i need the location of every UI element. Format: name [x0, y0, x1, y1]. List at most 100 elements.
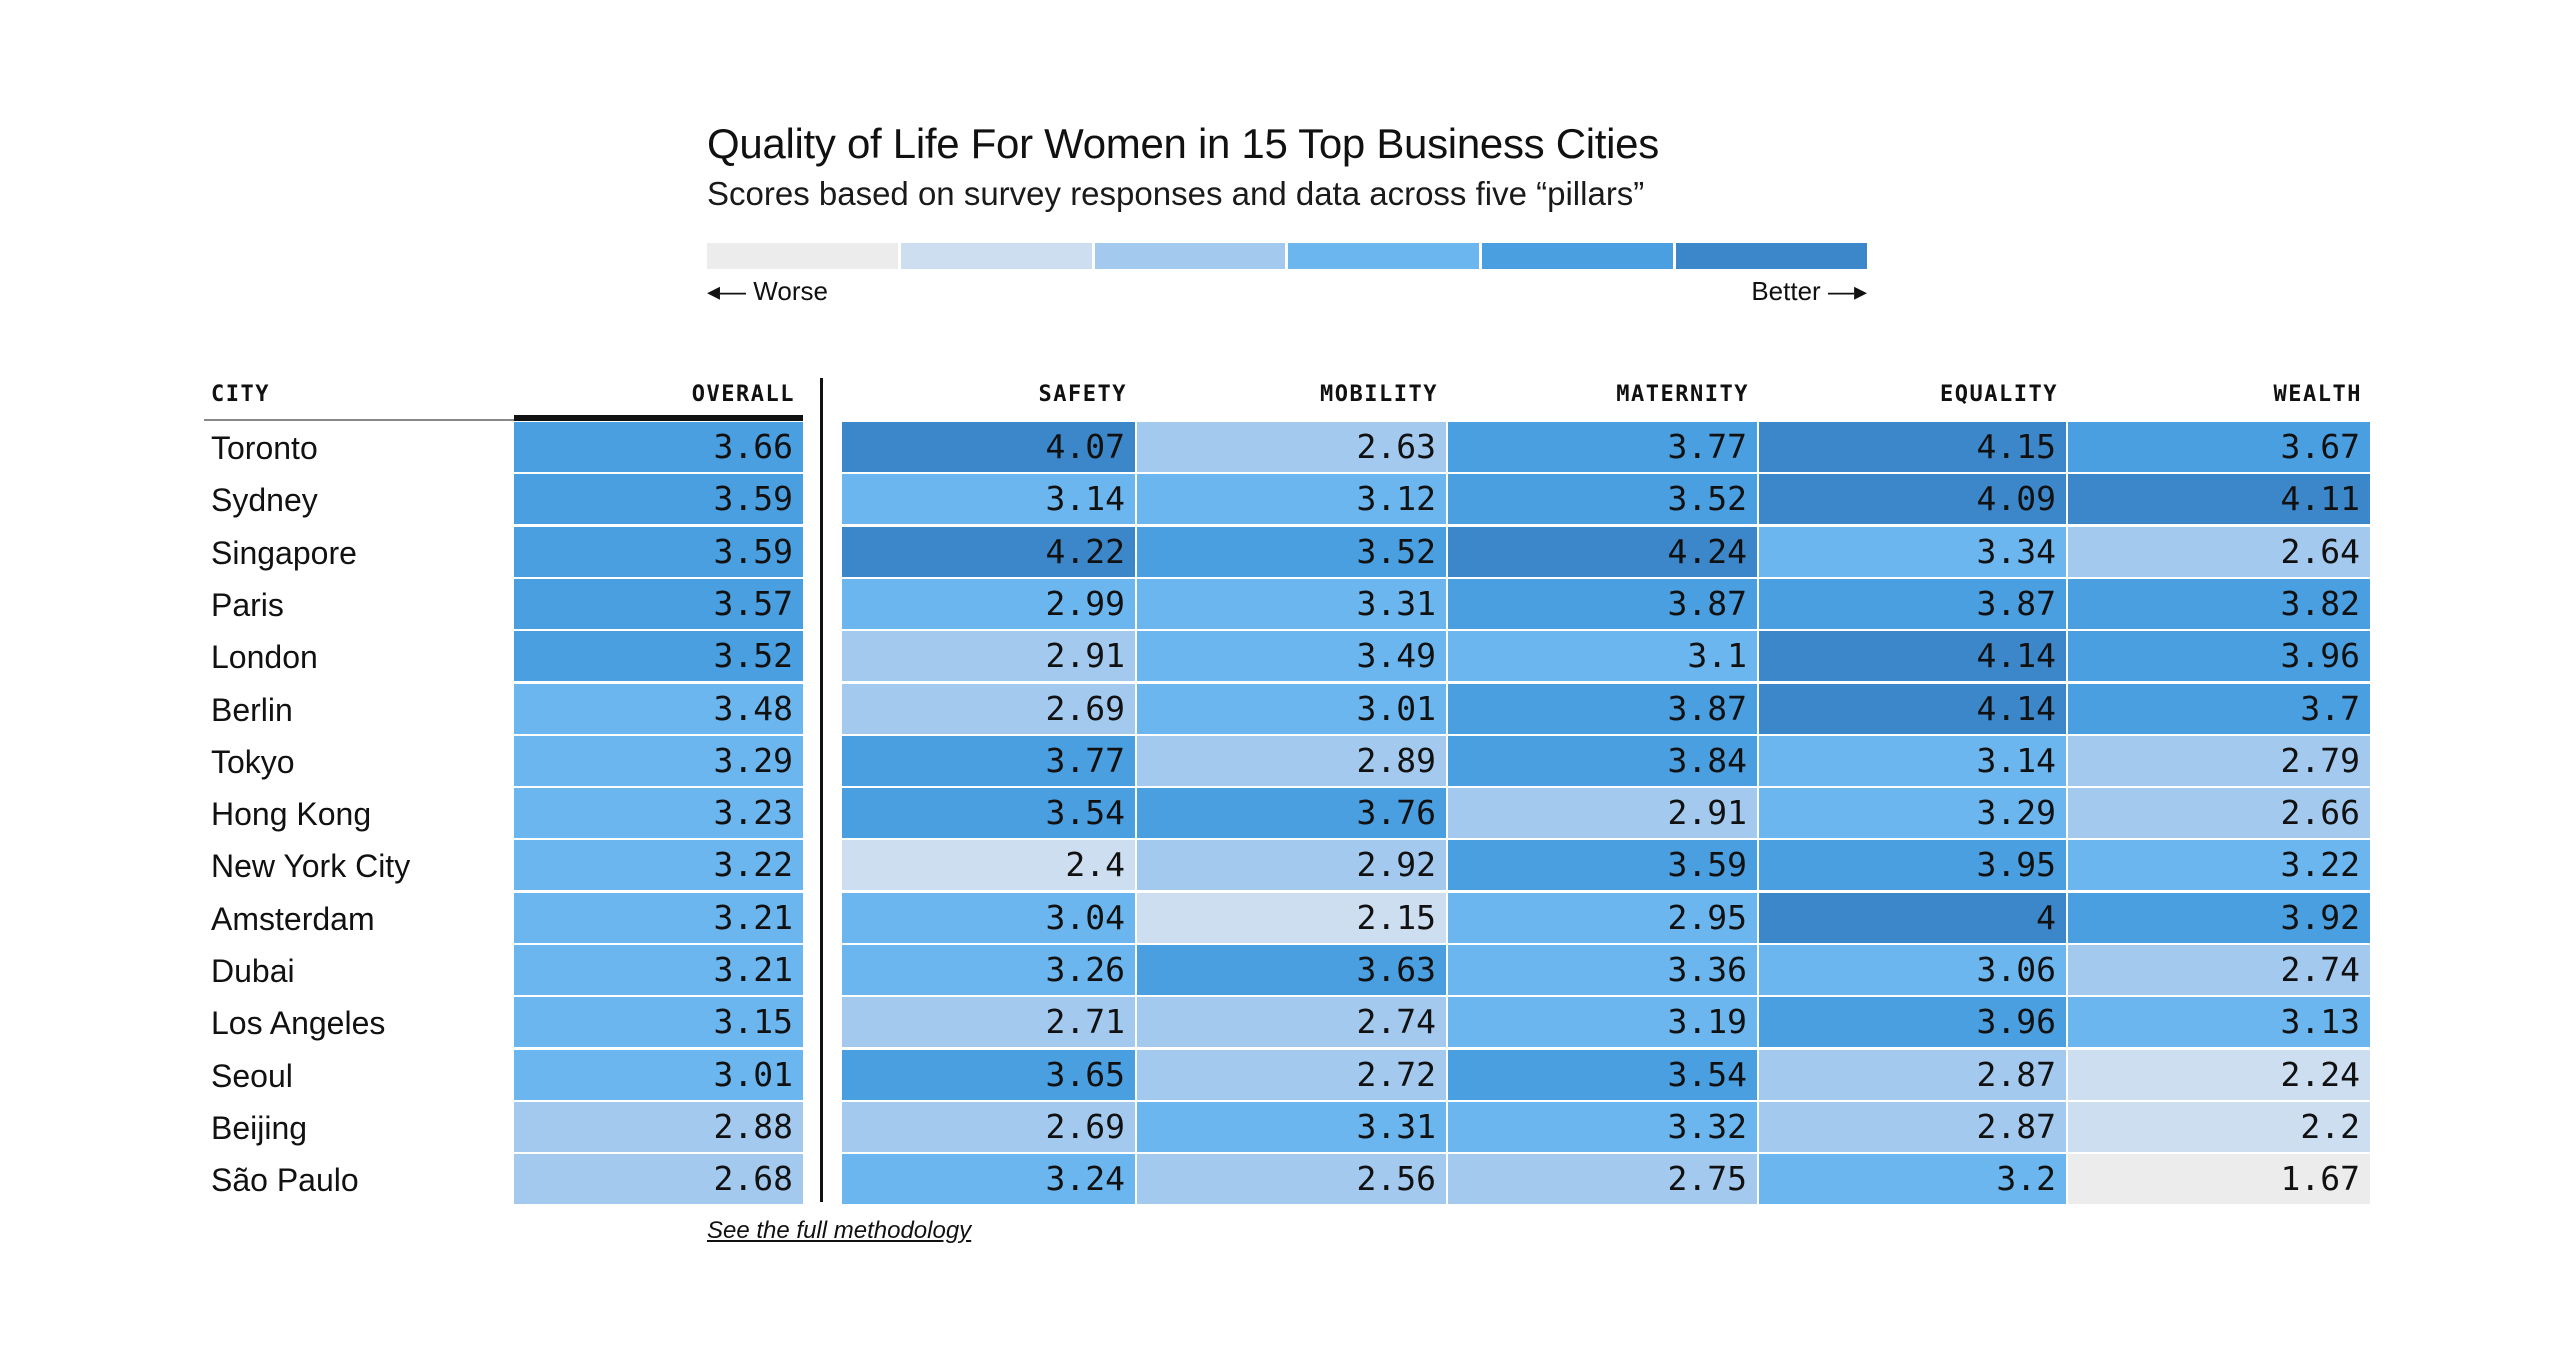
city-name: Los Angeles: [211, 1005, 386, 1041]
column-header-maternity: MATERNITY: [1616, 382, 1749, 407]
score-cell-mobility: 2.92: [1137, 840, 1446, 890]
overall-divider: [820, 378, 823, 1202]
score-cell-mobility: 3.52: [1137, 527, 1446, 577]
chart-title: Quality of Life For Women in 15 Top Busi…: [707, 120, 1659, 167]
score-cell-overall: 2.88: [514, 1102, 803, 1152]
score-cell-maternity: 3.77: [1448, 422, 1757, 472]
methodology-link[interactable]: See the full methodology: [707, 1217, 972, 1244]
score-cell-wealth: 2.2: [2068, 1102, 2370, 1152]
score-cell-overall: 3.21: [514, 945, 803, 995]
legend-swatch-2: [900, 243, 1092, 269]
city-name: Berlin: [211, 692, 293, 728]
score-cell-safety: 2.71: [842, 997, 1135, 1047]
score-cell-mobility: 3.31: [1137, 1102, 1446, 1152]
score-cell-overall: 3.59: [514, 474, 803, 524]
score-cell-wealth: 2.24: [2068, 1050, 2370, 1100]
score-cell-equality: 4.15: [1759, 422, 2066, 472]
score-cell-wealth: 2.64: [2068, 527, 2370, 577]
score-cell-maternity: 3.54: [1448, 1050, 1757, 1100]
score-cell-mobility: 3.49: [1137, 631, 1446, 681]
score-cell-equality: 2.87: [1759, 1050, 2066, 1100]
score-cell-overall: 3.01: [514, 1050, 803, 1100]
score-cell-wealth: 2.74: [2068, 945, 2370, 995]
score-cell-equality: 2.87: [1759, 1102, 2066, 1152]
score-cell-safety: 2.99: [842, 579, 1135, 629]
column-header-mobility: MOBILITY: [1320, 382, 1438, 407]
score-cell-wealth: 3.96: [2068, 631, 2370, 681]
score-cell-overall: 3.23: [514, 788, 803, 838]
score-cell-wealth: 3.7: [2068, 684, 2370, 734]
legend-worse: ◂— Worse: [707, 274, 828, 308]
score-cell-equality: 3.2: [1759, 1154, 2066, 1204]
score-cell-wealth: 3.92: [2068, 893, 2370, 943]
score-cell-safety: 3.24: [842, 1154, 1135, 1204]
arrow-right-icon: —▸: [1827, 276, 1867, 306]
score-cell-mobility: 2.15: [1137, 893, 1446, 943]
legend-swatch-3: [1094, 243, 1286, 269]
score-cell-wealth: 3.67: [2068, 422, 2370, 472]
city-name: São Paulo: [211, 1162, 359, 1198]
score-cell-safety: 4.22: [842, 527, 1135, 577]
chart-header: Quality of Life For Women in 15 Top Busi…: [707, 118, 1877, 216]
score-cell-safety: 2.69: [842, 1102, 1135, 1152]
column-header-equality: EQUALITY: [1940, 382, 2058, 407]
score-cell-maternity: 2.91: [1448, 788, 1757, 838]
score-cell-equality: 3.96: [1759, 997, 2066, 1047]
score-cell-safety: 3.04: [842, 893, 1135, 943]
score-cell-maternity: 3.32: [1448, 1102, 1757, 1152]
city-name: Sydney: [211, 482, 318, 518]
score-cell-mobility: 3.01: [1137, 684, 1446, 734]
score-cell-overall: 3.29: [514, 736, 803, 786]
score-cell-mobility: 3.31: [1137, 579, 1446, 629]
score-cell-wealth: 3.82: [2068, 579, 2370, 629]
overall-header-underline: [514, 415, 803, 421]
score-cell-equality: 3.95: [1759, 840, 2066, 890]
legend-better-label: Better: [1751, 276, 1821, 306]
score-cell-mobility: 3.63: [1137, 945, 1446, 995]
score-cell-overall: 3.21: [514, 893, 803, 943]
score-cell-maternity: 3.19: [1448, 997, 1757, 1047]
score-cell-maternity: 3.87: [1448, 684, 1757, 734]
score-cell-overall: 3.48: [514, 684, 803, 734]
score-cell-equality: 3.87: [1759, 579, 2066, 629]
color-legend-bar: [707, 243, 1867, 269]
score-cell-equality: 3.34: [1759, 527, 2066, 577]
score-cell-maternity: 2.75: [1448, 1154, 1757, 1204]
score-cell-mobility: 2.74: [1137, 997, 1446, 1047]
city-name: London: [211, 639, 318, 675]
legend-swatch-5: [1482, 243, 1674, 269]
legend-better: Better —▸: [1751, 274, 1867, 308]
score-cell-equality: 3.29: [1759, 788, 2066, 838]
arrow-left-icon: ◂—: [707, 276, 747, 306]
score-cell-equality: 4: [1759, 893, 2066, 943]
score-cell-safety: 3.26: [842, 945, 1135, 995]
score-cell-maternity: 3.36: [1448, 945, 1757, 995]
column-header-overall: OVERALL: [691, 382, 795, 407]
score-cell-maternity: 3.87: [1448, 579, 1757, 629]
color-legend-labels: ◂— Worse Better —▸: [707, 274, 1867, 308]
score-cell-mobility: 3.12: [1137, 474, 1446, 524]
city-name: Tokyo: [211, 744, 295, 780]
score-cell-safety: 3.14: [842, 474, 1135, 524]
city-name: Beijing: [211, 1110, 308, 1146]
score-cell-mobility: 2.56: [1137, 1154, 1446, 1204]
column-header-wealth: WEALTH: [2273, 382, 2362, 407]
score-cell-wealth: 3.13: [2068, 997, 2370, 1047]
score-cell-maternity: 4.24: [1448, 527, 1757, 577]
score-cell-maternity: 3.59: [1448, 840, 1757, 890]
column-header-safety: SAFETY: [1038, 382, 1127, 407]
score-cell-wealth: 3.22: [2068, 840, 2370, 890]
city-name: Amsterdam: [211, 901, 375, 937]
score-cell-safety: 3.77: [842, 736, 1135, 786]
city-name: Seoul: [211, 1058, 293, 1094]
score-cell-wealth: 4.11: [2068, 474, 2370, 524]
score-cell-safety: 2.4: [842, 840, 1135, 890]
score-cell-equality: 4.09: [1759, 474, 2066, 524]
chart-subtitle: Scores based on survey responses and dat…: [707, 175, 1645, 212]
legend-swatch-4: [1288, 243, 1480, 269]
city-name: Toronto: [211, 430, 318, 466]
score-cell-mobility: 2.63: [1137, 422, 1446, 472]
score-cell-mobility: 3.76: [1137, 788, 1446, 838]
score-cell-equality: 4.14: [1759, 631, 2066, 681]
score-cell-overall: 3.22: [514, 840, 803, 890]
